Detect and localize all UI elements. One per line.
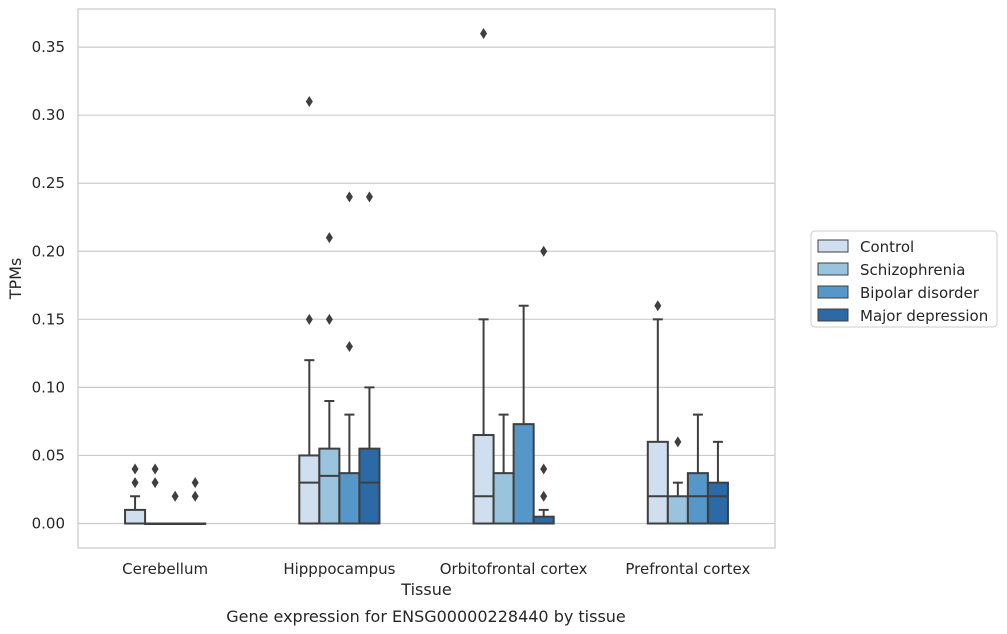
box-body <box>706 481 729 525</box>
outlier-marker <box>131 477 139 489</box>
box-bipolar-disorder <box>338 191 361 525</box>
box-schizophrenia <box>492 413 515 525</box>
outlier-marker <box>540 490 548 502</box>
legend-swatch <box>817 285 849 299</box>
y-axis-ticks: 0.00 0.05 0.10 0.15 0.20 0.25 0.30 0.35 <box>32 38 65 532</box>
outlier-marker <box>151 477 159 489</box>
y-tick-label: 0.25 <box>32 174 65 192</box>
box-major-depression <box>532 245 555 525</box>
box-control <box>472 28 495 525</box>
x-tick-label: Prefrontal cortex <box>625 560 750 578</box>
y-tick-label: 0.10 <box>32 378 65 396</box>
legend-swatch <box>817 308 849 322</box>
outlier-marker <box>345 191 353 203</box>
y-tick-label: 0.35 <box>32 38 65 56</box>
box-body <box>318 447 341 525</box>
outlier-marker <box>345 341 353 353</box>
x-tick-label: Hipppocampus <box>283 560 395 578</box>
box-control <box>124 463 147 525</box>
outlier-marker <box>191 490 199 502</box>
outlier-marker <box>674 436 682 448</box>
boxes <box>124 28 729 525</box>
box-control <box>298 96 321 525</box>
chart-caption: Gene expression for ENSG00000228440 by t… <box>226 607 626 626</box>
box-body <box>686 472 709 525</box>
plot-frame <box>77 8 776 549</box>
box-bipolar-disorder <box>164 490 187 525</box>
legend-swatch <box>817 239 849 253</box>
box-body <box>124 508 147 525</box>
box-body <box>472 434 495 525</box>
box-bipolar-disorder <box>686 413 709 525</box>
y-tick-label: 0.20 <box>32 242 65 260</box>
x-tick-label: Orbitofrontal cortex <box>440 560 588 578</box>
box-schizophrenia <box>666 436 689 525</box>
legend-frame <box>810 230 998 328</box>
box-body <box>532 515 555 525</box>
grid-lines <box>78 46 775 525</box>
y-axis-title: TPMs <box>6 258 25 301</box>
legend-label: Major depression <box>860 307 988 325</box>
outlier-marker <box>654 300 662 312</box>
box-body <box>358 447 381 525</box>
outlier-marker <box>151 463 159 475</box>
box-body <box>646 440 669 525</box>
outlier-marker <box>540 463 548 475</box>
box-body <box>512 423 535 525</box>
outlier-marker <box>131 463 139 475</box>
y-tick-label: 0.00 <box>32 515 65 533</box>
outlier-marker <box>325 232 333 244</box>
x-axis-title: Tissue <box>400 580 451 599</box>
outlier-marker <box>305 96 313 108</box>
outlier-marker <box>365 191 373 203</box>
y-tick-label: 0.05 <box>32 446 65 464</box>
outlier-marker <box>540 245 548 257</box>
box-major-depression <box>706 440 729 525</box>
legend-label: Schizophrenia <box>860 261 965 279</box>
box-control <box>646 300 669 525</box>
legend-swatch <box>817 262 849 276</box>
box-major-depression <box>358 191 381 525</box>
box-schizophrenia <box>144 463 167 525</box>
box-bipolar-disorder <box>512 304 535 525</box>
outlier-marker <box>325 313 333 325</box>
box-body <box>298 454 321 525</box>
y-tick-label: 0.15 <box>32 310 65 328</box>
legend-label: Bipolar disorder <box>860 284 980 302</box>
box-body <box>338 472 361 525</box>
outlier-marker <box>305 313 313 325</box>
y-tick-label: 0.30 <box>32 106 65 124</box>
outlier-marker <box>191 477 199 489</box>
box-body <box>666 495 689 525</box>
box-schizophrenia <box>318 232 341 525</box>
legend: Control Schizophrenia Bipolar disorder Majo… <box>810 230 998 328</box>
box-major-depression <box>184 477 207 525</box>
x-tick-label: Cerebellum <box>122 560 208 578</box>
legend-label: Control <box>860 238 914 256</box>
box-body <box>492 472 515 525</box>
outlier-marker <box>171 490 179 502</box>
x-axis-category-labels: Cerebellum Hipppocampus Orbitofrontal cort… <box>122 560 750 578</box>
outlier-marker <box>480 28 488 39</box>
